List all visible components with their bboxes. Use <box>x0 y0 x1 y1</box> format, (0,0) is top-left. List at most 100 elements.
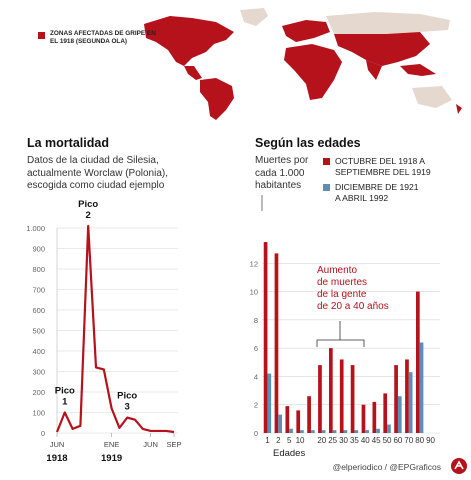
bar-1921-age-20 <box>321 430 326 433</box>
annotation-line: Aumento <box>317 265 357 276</box>
line-chart-series <box>55 224 175 434</box>
map-region-se-asia <box>400 64 436 76</box>
mortality-line-chart: 0 100 200 300 400 500 600 700 800 900 1.000 JUN ENE… <box>26 199 182 464</box>
y-tick-label: 6 <box>254 344 258 353</box>
line-chart-x-ticks: JUN ENE JUN SEP 1918 1919 <box>46 433 182 464</box>
unit-line: Muertes por <box>255 155 309 166</box>
annotation-bracket <box>316 321 365 347</box>
bar-1918-age-40 <box>361 404 366 433</box>
bar-1918-age-1 <box>263 242 268 433</box>
peak-number: 2 <box>86 210 91 221</box>
peak-label: Pico <box>117 391 137 402</box>
bar-1918-age-20 <box>318 365 322 433</box>
x-tick-label: 45 <box>372 436 381 445</box>
map-region-north-america <box>144 16 234 66</box>
bar-legend-swatch-1918 <box>323 158 330 165</box>
x-tick-label: 35 <box>350 436 359 445</box>
y-tick-label: 100 <box>32 409 45 418</box>
x-tick-label: 40 <box>361 436 370 445</box>
x-tick-label: JUN <box>50 440 65 449</box>
bar-chart-bars <box>263 242 424 433</box>
x-tick-label: 20 <box>317 436 326 445</box>
x-tick-label: 25 <box>328 436 337 445</box>
bar-1921-age-40 <box>365 430 370 433</box>
annotation-line: de 20 a 40 años <box>317 301 389 312</box>
right-title: Según las edades <box>255 136 361 150</box>
y-tick-label: 300 <box>32 368 45 377</box>
bar-1918-age-60 <box>394 365 398 433</box>
x-tick-label: 70 <box>404 436 413 445</box>
bar-chart-x-axis-label: Edades <box>273 448 305 459</box>
bar-1921-age-80 <box>419 342 424 433</box>
x-tick-label: SEP <box>166 440 181 449</box>
bar-1921-age-60 <box>397 396 402 433</box>
y-tick-label: 700 <box>32 286 45 295</box>
y-tick-label: 0 <box>254 429 258 438</box>
bar-1921-age-5 <box>289 428 293 433</box>
world-map <box>130 4 470 124</box>
legend-line: A ABRIL 1992 <box>335 192 389 203</box>
peak-label: Pico <box>55 386 75 397</box>
map-land-affected <box>144 16 462 120</box>
x-tick-label: 30 <box>339 436 348 445</box>
map-region-asia-north <box>326 12 450 36</box>
map-region-australia <box>412 86 452 108</box>
map-region-south-america <box>200 78 234 120</box>
mortality-line <box>55 224 175 434</box>
y-tick-label: 500 <box>32 327 45 336</box>
y-tick-label: 400 <box>32 347 45 356</box>
map-region-india <box>366 60 382 80</box>
legend-line: OCTUBRE DEL 1918 A <box>335 156 425 166</box>
bar-chart-x-ticks: 1 2 5 10 20 25 30 35 40 45 50 60 70 80 90 <box>265 436 435 445</box>
x-tick-label: 2 <box>276 436 281 445</box>
peak-number: 1 <box>62 397 68 408</box>
bar-legend-swatch-1921 <box>323 184 330 191</box>
bar-1918-age-35 <box>350 365 355 433</box>
map-region-africa <box>284 44 342 100</box>
bar-1918-age-15 <box>307 396 311 433</box>
left-subtitle-line: Datos de la ciudad de Silesia, <box>27 155 159 166</box>
map-land-unaffected <box>240 8 452 108</box>
bar-1918-age-5 <box>285 406 290 433</box>
x-tick-label: 10 <box>296 436 305 445</box>
bar-legend: OCTUBRE DEL 1918 A SEPTIEMBRE DEL 1919 D… <box>323 156 463 206</box>
annotation-line: de la gente <box>317 289 367 300</box>
bar-1918-age-45 <box>372 401 377 433</box>
map-region-greenland <box>240 8 268 26</box>
legend-line: DICIEMBRE DE 1921 <box>335 182 419 192</box>
x-tick-label: 80 <box>415 436 424 445</box>
y-tick-label: 0 <box>41 429 45 438</box>
map-region-new-zealand <box>456 104 462 114</box>
y-tick-label: 800 <box>32 265 45 274</box>
legend-line: SEPTIEMBRE DEL 1919 <box>335 166 431 177</box>
y-tick-label: 1.000 <box>26 224 45 233</box>
bar-1921-age-2 <box>278 414 283 433</box>
bar-1921-age-1 <box>267 373 272 433</box>
x-tick-label: 5 <box>287 436 292 445</box>
x-tick-label: JUN <box>143 440 158 449</box>
annotation-line: de muertes <box>317 277 367 288</box>
world-map-svg <box>144 8 462 120</box>
line-chart-y-ticks: 0 100 200 300 400 500 600 700 800 900 1.000 <box>26 224 45 438</box>
bar-chart-annotation: Aumento de muertes de la gente de 20 a 4… <box>316 265 389 347</box>
bar-1918-age-70 <box>405 359 409 433</box>
bar-1921-age-50 <box>387 424 391 433</box>
y-tick-label: 2 <box>254 401 258 410</box>
left-subtitle-line: escogida como ciudad ejemplo <box>27 180 165 191</box>
y-tick-label: 600 <box>32 306 45 315</box>
bar-legend-label-1921: DICIEMBRE DE 1921 A ABRIL 1992 <box>335 182 419 203</box>
credit: @elperiodico / @EPGraficos <box>332 462 441 472</box>
bar-chart-y-ticks: 0 2 4 6 8 10 12 <box>250 259 258 438</box>
map-legend-swatch <box>38 32 45 39</box>
right-unit-label: Muertes por cada 1.000 habitantes <box>255 155 308 193</box>
bar-1918-age-80 <box>415 291 420 433</box>
left-title: La mortalidad <box>27 136 109 150</box>
x-year-label: 1918 <box>46 453 67 464</box>
unit-line: habitantes <box>255 180 302 191</box>
bar-1921-age-45 <box>376 428 380 433</box>
y-tick-label: 200 <box>32 388 45 397</box>
bar-1918-age-30 <box>339 359 344 433</box>
bar-1918-age-50 <box>383 393 388 433</box>
x-tick-label: 50 <box>383 436 392 445</box>
